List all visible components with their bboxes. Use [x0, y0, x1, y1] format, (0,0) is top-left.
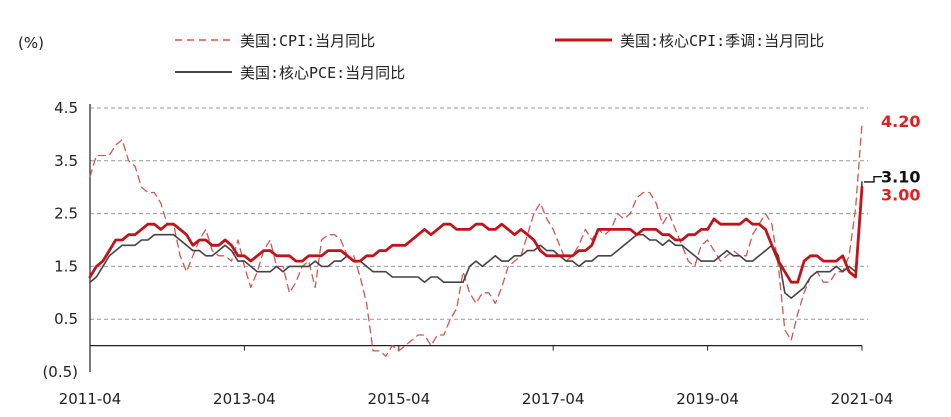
y-axis: 4.5 3.5 2.5 1.5 0.5 (0.5) — [42, 99, 78, 381]
end-label-connector — [864, 175, 882, 183]
series-line-core-cpi — [88, 185, 864, 284]
y-tick-label: 1.5 — [54, 257, 78, 275]
series-group — [88, 123, 864, 357]
x-tick-label: 2021-04 — [831, 390, 894, 408]
x-tick-label: 2019-04 — [676, 390, 739, 408]
legend-label-core-cpi: 美国:核心CPI:季调:当月同比 — [620, 32, 824, 50]
x-tick-label: 2015-04 — [367, 390, 430, 408]
legend-item-core-cpi: 美国:核心CPI:季调:当月同比 — [555, 32, 824, 50]
y-tick-label: 2.5 — [54, 205, 78, 223]
x-tick-label: 2011-04 — [59, 390, 122, 408]
series-line-cpi — [89, 123, 863, 357]
y-tick-label: 0.5 — [54, 310, 78, 328]
legend-item-cpi: 美国:CPI:当月同比 — [175, 32, 375, 50]
end-label-core-cpi: 3.00 — [881, 185, 920, 204]
series-line-core-pce — [89, 181, 863, 299]
x-axis: 2011-04 2013-04 2015-04 2017-04 2019-04 2021-… — [59, 345, 894, 408]
y-unit-label: (%) — [18, 34, 44, 52]
end-label-core-pce: 3.10 — [881, 168, 920, 187]
x-tick-label: 2013-04 — [213, 390, 276, 408]
legend: 美国:CPI:当月同比 美国:核心CPI:季调:当月同比 美国:核心PCE:当月… — [175, 32, 824, 82]
x-tick-label: 2017-04 — [522, 390, 585, 408]
y-tick-label: 3.5 — [54, 152, 78, 170]
legend-label-cpi: 美国:CPI:当月同比 — [240, 32, 375, 50]
y-tick-label: 4.5 — [54, 99, 78, 117]
legend-label-core-pce: 美国:核心PCE:当月同比 — [240, 64, 405, 82]
end-labels: 4.20 3.103.00 — [864, 112, 920, 204]
end-label-cpi: 4.20 — [881, 112, 920, 131]
y-tick-label: (0.5) — [42, 363, 78, 381]
legend-item-core-pce: 美国:核心PCE:当月同比 — [175, 64, 405, 82]
grid — [89, 104, 868, 372]
